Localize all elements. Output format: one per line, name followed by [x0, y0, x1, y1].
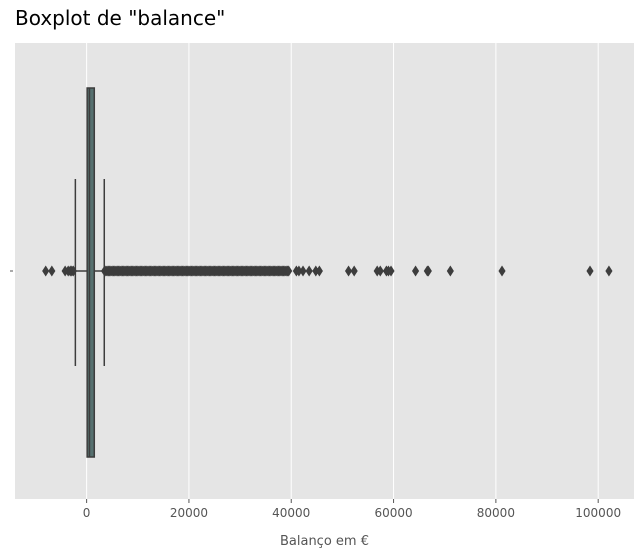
outlier-point	[498, 265, 506, 277]
outlier-point	[350, 265, 358, 277]
x-tick-label: 20000	[170, 506, 208, 520]
box-iqr	[86, 87, 96, 458]
outlier-point	[344, 265, 353, 277]
outlier-point	[299, 265, 307, 277]
x-tick-label: 100000	[575, 506, 621, 520]
outlier-point	[412, 265, 420, 277]
outlier-point	[424, 265, 432, 277]
outlier-point	[48, 265, 56, 277]
boxplot-series	[42, 87, 613, 458]
x-tick-label: 0	[83, 506, 91, 520]
outlier-point	[315, 265, 323, 277]
outlier-point	[285, 265, 293, 277]
outlier-point	[387, 265, 395, 277]
x-axis-label: Balanço em €	[280, 534, 369, 549]
outlier-point	[305, 265, 313, 277]
outlier-point	[446, 265, 454, 277]
outlier-point	[605, 265, 613, 277]
outlier-point	[69, 265, 77, 277]
x-tick-label: 60000	[374, 506, 412, 520]
x-tick-label: 40000	[272, 506, 310, 520]
x-axis: 0 20000 40000 60000 80000 100000	[83, 499, 621, 520]
chart-title: Boxplot de "balance"	[15, 6, 226, 30]
outlier-point	[586, 265, 594, 277]
outlier-point	[42, 265, 50, 277]
outlier-point	[376, 265, 384, 277]
x-tick-label: 80000	[477, 506, 515, 520]
